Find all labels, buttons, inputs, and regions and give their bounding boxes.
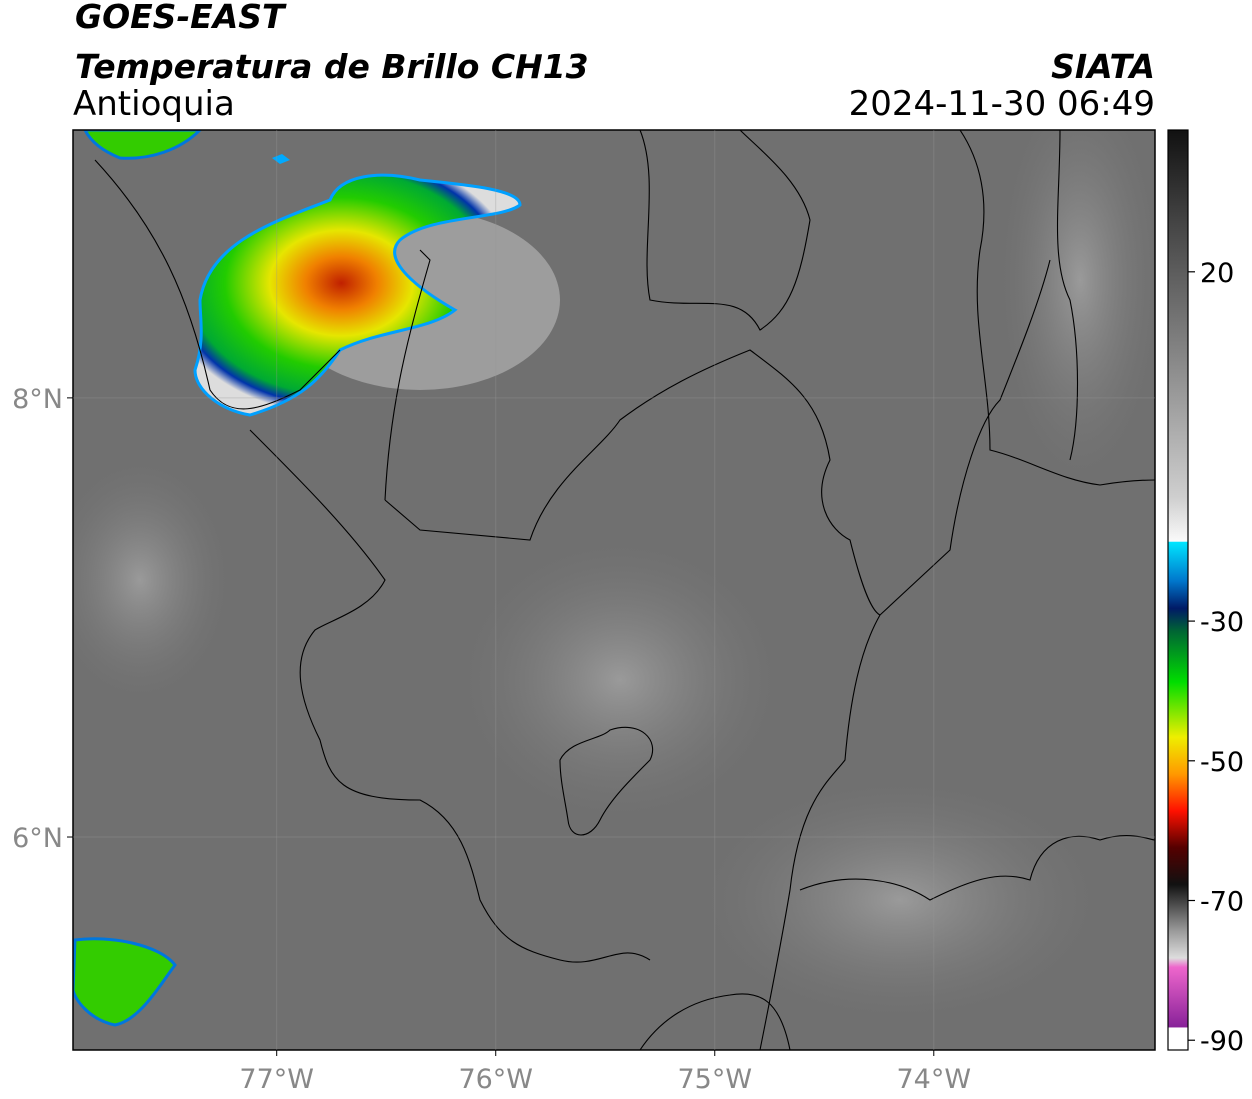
y-tick-label: 8°N [12,384,63,415]
x-tick-label: 74°W [897,1064,972,1095]
satellite: GOES-EAST [75,0,287,36]
colorbar [1167,129,1189,1051]
x-tick-label: 76°W [458,1064,533,1095]
map-frame [72,129,1156,1051]
colorbar-label: -70 [1200,887,1244,918]
source: SIATA [1051,47,1155,86]
datetime: 2024-11-30 06:49 [849,84,1155,124]
map-image [73,130,1155,1050]
colorbar-label: 20 [1200,258,1234,289]
colorbar-label: -50 [1200,747,1244,778]
colorbar-label: -30 [1200,607,1244,638]
x-tick-label: 75°W [677,1064,752,1095]
y-tick-label: 6°N [12,823,63,854]
x-tick-label: 77°W [239,1064,314,1095]
colorbar-label: -90 [1200,1026,1244,1057]
title: Temperatura de Brillo CH13 [75,47,589,86]
region: Antioquia [73,84,235,124]
